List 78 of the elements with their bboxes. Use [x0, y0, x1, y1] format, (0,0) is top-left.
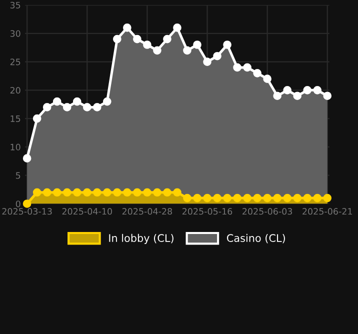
point	[273, 92, 282, 100]
point	[293, 92, 302, 100]
point	[112, 188, 122, 197]
point	[102, 188, 112, 197]
point	[153, 188, 162, 197]
point	[62, 188, 72, 197]
point	[82, 103, 92, 112]
point	[303, 86, 312, 94]
y-tick-label: 35	[10, 2, 20, 8]
point	[183, 194, 192, 202]
point	[82, 188, 92, 197]
point	[233, 63, 242, 72]
point	[92, 188, 102, 197]
point	[72, 97, 82, 106]
point	[102, 97, 112, 106]
x-tick-label: 2025-04-28	[122, 208, 172, 215]
x-tick-label: 2025-04-10	[62, 208, 112, 215]
y-tick-label: 20	[10, 87, 20, 94]
point	[193, 194, 202, 202]
point	[112, 34, 122, 44]
point	[183, 46, 192, 55]
x-tick-label: 2025-03-13	[2, 208, 52, 215]
point	[133, 188, 142, 197]
legend-label: Casino (CL)	[226, 234, 285, 244]
point	[293, 194, 302, 202]
point	[303, 194, 312, 202]
x-tick-label: 2025-06-03	[242, 208, 292, 215]
point	[313, 86, 322, 94]
point	[52, 97, 62, 106]
point	[283, 194, 292, 202]
y-tick-label: 15	[10, 116, 20, 122]
point	[233, 194, 242, 202]
point	[92, 103, 102, 112]
point	[42, 188, 52, 197]
point	[223, 40, 232, 49]
y-tick-label: 10	[10, 144, 20, 150]
x-tick-label: 2025-06-21	[302, 208, 352, 215]
point	[32, 114, 42, 123]
point	[273, 194, 282, 202]
point	[263, 74, 272, 83]
point	[263, 194, 272, 202]
point	[72, 188, 82, 197]
point	[223, 194, 232, 202]
point	[32, 188, 42, 197]
y-tick-label: 30	[10, 30, 20, 37]
point	[203, 194, 212, 202]
point	[283, 86, 292, 94]
point	[143, 188, 152, 197]
point	[213, 52, 222, 60]
x-tick-label: 2025-05-16	[182, 208, 232, 215]
point	[313, 194, 322, 202]
point	[173, 24, 182, 32]
point	[133, 34, 142, 44]
point	[163, 34, 172, 44]
point	[42, 103, 52, 112]
point	[253, 194, 262, 202]
point	[52, 188, 62, 197]
point	[22, 154, 32, 162]
point	[122, 188, 132, 197]
point	[173, 188, 182, 197]
point	[213, 194, 222, 202]
y-tick-label: 5	[16, 172, 20, 179]
point	[243, 194, 252, 202]
point	[62, 103, 72, 112]
point	[153, 46, 162, 55]
point	[163, 188, 172, 197]
point	[323, 92, 332, 100]
y-tick-label: 0	[16, 200, 20, 208]
y-tick-label: 25	[10, 58, 20, 66]
point	[253, 68, 262, 78]
point	[143, 40, 152, 49]
point	[203, 58, 212, 66]
legend-label: In lobby (CL)	[109, 234, 174, 244]
point	[122, 24, 132, 32]
point	[22, 200, 32, 208]
point	[243, 63, 252, 72]
point	[323, 194, 332, 202]
point	[193, 40, 202, 49]
